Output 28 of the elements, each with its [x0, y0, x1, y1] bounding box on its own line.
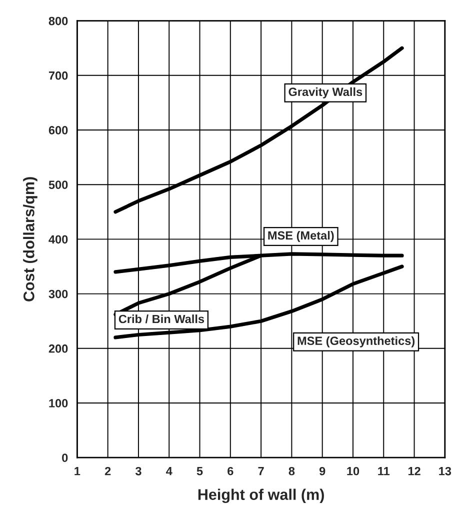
x-tick-label: 7 [258, 467, 264, 476]
text: MSE (Geosynthetics) [298, 336, 415, 348]
x-tick-label: 12 [408, 466, 420, 476]
x-tick-label: 6 [228, 466, 234, 476]
series-label: MSE (Metal) [268, 230, 334, 242]
x-tick-label: 11 [378, 467, 390, 476]
x-tick-label: 10 [347, 466, 360, 476]
x-tick-label: 5 [196, 467, 203, 476]
series-label: Gravity Walls [288, 87, 362, 98]
x-tick-label: 2 [104, 466, 111, 476]
y-tick-label: 0 [62, 454, 68, 462]
y-tick-label: 200 [48, 344, 68, 353]
x-tick-label: 4 [166, 467, 172, 476]
series-label: Crib / Bin Walls [118, 314, 204, 324]
x-tick-label: 3 [135, 466, 142, 476]
y-tick-label: 800 [48, 16, 68, 26]
y-tick-label: 700 [48, 71, 68, 80]
x-tick-label: 8 [288, 466, 295, 476]
x-tick-label: 1 [74, 467, 80, 476]
y-tick-label: 300 [48, 290, 68, 298]
y-axis-title: Cost (dollars/qm) [23, 177, 38, 302]
x-tick-label: 9 [319, 466, 326, 476]
x-tick-label: 13 [439, 466, 452, 476]
y-tick-label: 400 [48, 235, 68, 244]
y-tick-label: 600 [48, 126, 68, 134]
x-axis-title: Height of wall (m) [198, 488, 324, 504]
y-tick-label: 500 [48, 180, 68, 189]
y-tick-label: 100 [49, 399, 68, 408]
